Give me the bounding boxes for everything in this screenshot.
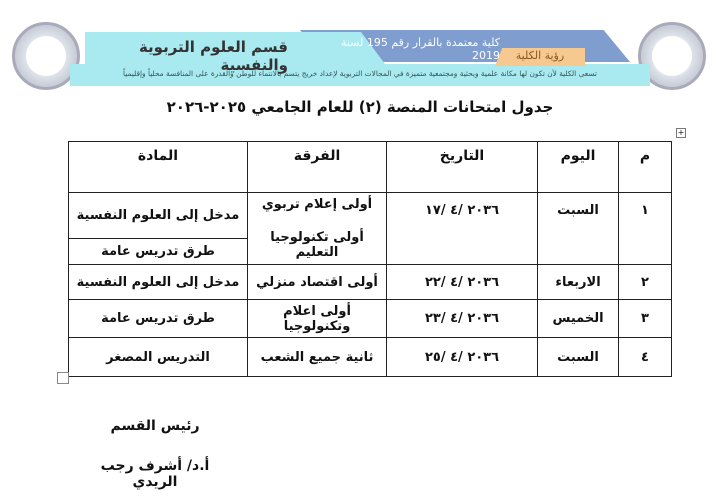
cell-subject: مدخل إلى العلوم النفسية xyxy=(68,264,248,300)
group-line: أولى إعلام تربوي xyxy=(261,197,373,212)
table-row-sub: طرق تدريس عامة xyxy=(68,238,672,265)
signature-name: أ.د/ أشرف رجب الريدي xyxy=(100,458,210,490)
header-num: م xyxy=(618,141,672,193)
table-header-row: م اليوم التاريخ الفرقة المادة xyxy=(68,141,672,193)
vision-text: تسعى الكلية لأن تكون لها مكانة علمية وبح… xyxy=(123,69,597,78)
header-subject: المادة xyxy=(68,141,248,193)
header-group: الفرقة xyxy=(247,141,387,193)
department-name: قسم العلوم التربوية والنفسية xyxy=(138,38,288,74)
cell-subject: مدخل إلى العلوم النفسية xyxy=(68,192,248,239)
cell-day: الاربعاء xyxy=(537,264,619,300)
cell-day: السبت xyxy=(537,337,619,377)
department-logo xyxy=(12,22,80,90)
cell-subject: التدريس المصغر xyxy=(68,337,248,377)
vision-tab xyxy=(495,48,585,66)
cell-date: ٢٠٣٦ /٤ /٢٥ xyxy=(424,349,500,365)
table-row: ٣ الخميس ٢٠٣٦ /٤ /٢٣ أولى اعلام وتكنولوج… xyxy=(68,299,672,338)
cell-date: ٢٠٣٦ /٤ /١٧ xyxy=(424,203,500,218)
cell-day: الخميس xyxy=(537,299,619,338)
table-row: ٢ الاربعاء ٢٠٣٦ /٤ /٢٢ أولى اقتصاد منزلي… xyxy=(68,264,672,300)
cell-group: أولى اقتصاد منزلي xyxy=(247,264,387,300)
page-title: جدول امتحانات المنصة (٢) للعام الجامعي ٢… xyxy=(166,98,554,116)
cell-date: ٢٠٣٦ /٤ /٢٣ xyxy=(424,311,500,326)
cell-group: أولى إعلام تربوي أولى تكنولوجيا التعليم xyxy=(247,192,387,265)
cell-group: ثانية جميع الشعب xyxy=(247,337,387,377)
table-row: ٤ السبت ٢٠٣٦ /٤ /٢٥ ثانية جميع الشعب الت… xyxy=(68,337,672,377)
vision-strip xyxy=(70,64,650,86)
accreditation-text: كلية معتمدة بالقرار رقم 195 لسنة 2019 xyxy=(340,36,500,62)
cell-group: أولى اعلام وتكنولوجيا xyxy=(247,299,387,338)
cell-num: ٣ xyxy=(618,299,672,338)
exam-schedule-table: م اليوم التاريخ الفرقة المادة ١ السبت ٢٠… xyxy=(68,141,672,377)
vision-label: رؤية الكلية xyxy=(515,49,565,62)
cell-day: السبت xyxy=(537,192,619,265)
table-resize-handle[interactable] xyxy=(57,372,69,384)
group-line: أولى تكنولوجيا التعليم xyxy=(270,230,364,260)
cell-subject: طرق تدريس عامة xyxy=(68,238,248,265)
cell-subject: طرق تدريس عامة xyxy=(68,299,248,338)
header-day: اليوم xyxy=(537,141,619,193)
cell-num: ١ xyxy=(618,192,672,265)
signature-role: رئيس القسم xyxy=(110,418,200,434)
banner-cyan xyxy=(85,32,385,64)
table-row: ١ السبت ٢٠٣٦ /٤ /١٧ أولى إعلام تربوي أولى… xyxy=(68,192,672,265)
header-date: التاريخ xyxy=(386,141,538,193)
table-move-handle[interactable]: + xyxy=(676,128,686,138)
cell-num: ٤ xyxy=(618,337,672,377)
cell-num: ٢ xyxy=(618,264,672,300)
cell-date: ٢٠٣٦ /٤ /٢٢ xyxy=(424,274,500,290)
